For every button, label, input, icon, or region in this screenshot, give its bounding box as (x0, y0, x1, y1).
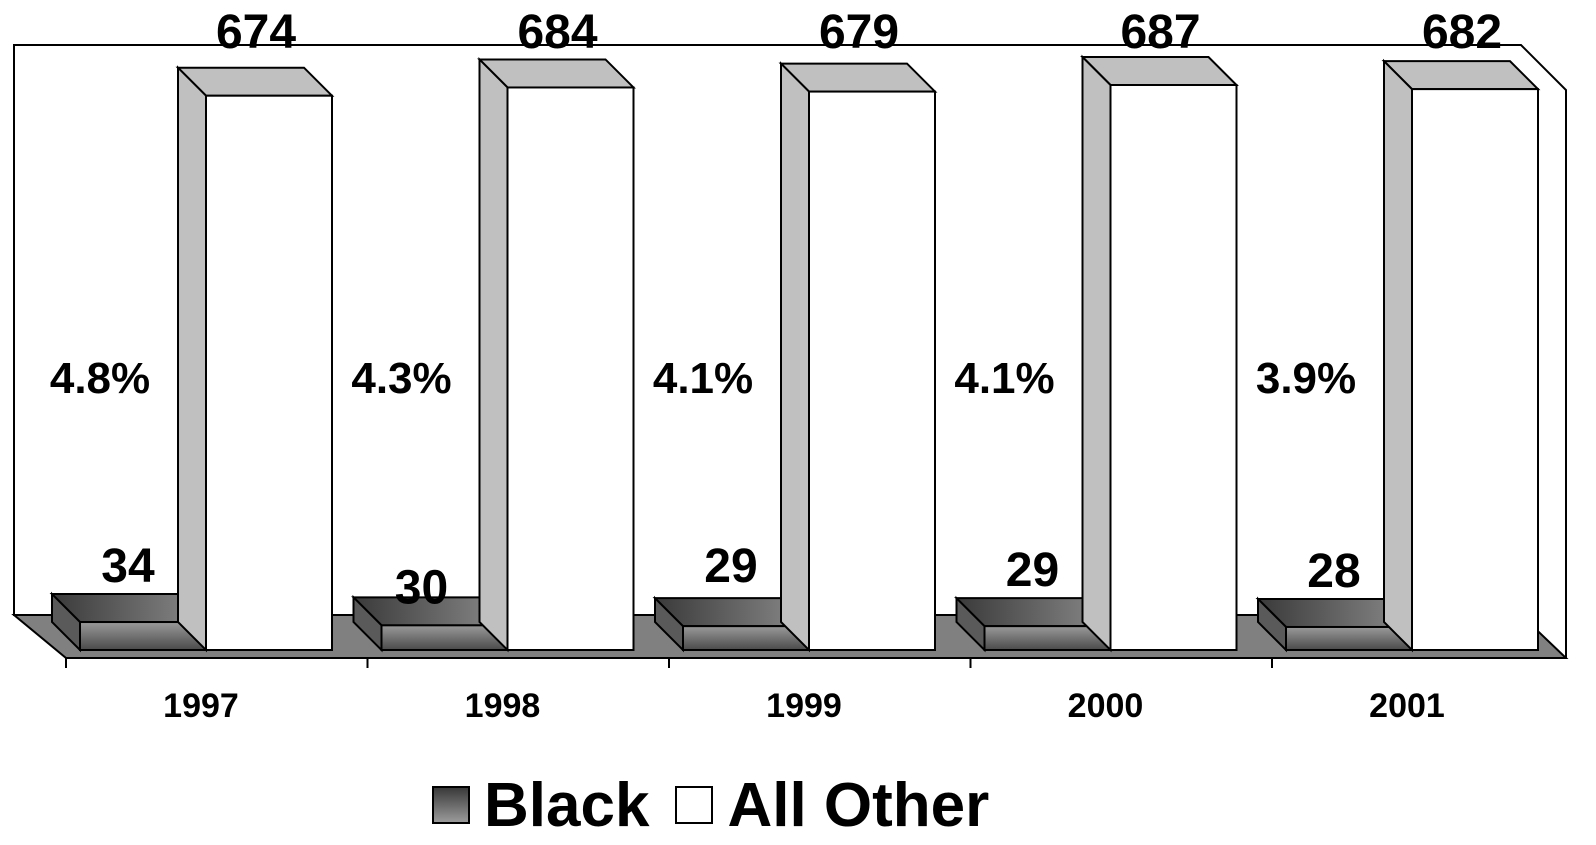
bar-all-other-1998-front (506, 86, 635, 652)
data-label-all-other-1999: 679 (819, 6, 899, 59)
data-label-all-other-2001: 682 (1422, 6, 1502, 59)
legend-swatch-all-other (675, 786, 714, 824)
data-label-black-1999: 29 (704, 540, 757, 593)
x-tick-label-2000: 2000 (1068, 687, 1144, 725)
x-tick-label-1999: 1999 (766, 687, 842, 725)
legend-item-black: Black (432, 770, 649, 841)
data-label-all-other-1997: 674 (216, 6, 296, 59)
annotation-pct-2001: 3.9% (1256, 354, 1356, 403)
bar-all-other-1997 (175, 65, 335, 653)
legend-label-all-other: All Other (727, 770, 990, 840)
annotation-pct-2000: 4.1% (954, 354, 1054, 403)
data-label-all-other-1998: 684 (517, 6, 597, 59)
bar-all-other-2001-side (1383, 58, 1413, 653)
x-tick-label-1997: 1997 (163, 687, 239, 725)
labels-layer: 34 674 4.8% 1997 30 684 4.3% 1998 29 679 4.1% 1999 2… (50, 6, 1502, 725)
data-label-black-1997: 34 (101, 540, 155, 593)
bar-black-2001 (1255, 596, 1415, 653)
data-label-black-2001: 28 (1307, 545, 1360, 598)
bar-all-other-2000 (1080, 54, 1239, 653)
chart-area: 34 674 4.8% 1997 30 684 4.3% 1998 29 679 4.1% 1999 2… (11, 6, 1569, 725)
bar-all-other-1998 (477, 57, 636, 653)
data-label-all-other-2000: 687 (1120, 6, 1200, 59)
legend-swatch-black (432, 786, 470, 824)
data-label-black-2000: 29 (1006, 544, 1059, 597)
bar-all-other-1998-side (478, 57, 509, 653)
x-tick-label-1998: 1998 (465, 687, 541, 725)
legend-label-black: Black (484, 770, 650, 840)
x-tick-label-2001: 2001 (1369, 687, 1445, 725)
bar-all-other-1999-side (780, 61, 810, 653)
legend-item-all-other: All Other (675, 770, 989, 841)
bar-all-other-1999-front (808, 90, 936, 651)
bar-all-other-2001 (1381, 58, 1541, 653)
bar-all-other-1999 (778, 61, 938, 653)
bar-black-1998-front (380, 624, 509, 652)
bar-all-other-1997-side (177, 65, 207, 653)
bars-layer (49, 54, 1541, 653)
bar-black-1998 (351, 594, 510, 653)
bar-all-other-2001-front (1411, 88, 1539, 652)
data-label-black-1998: 30 (395, 561, 448, 614)
bar-all-other-1997-front (205, 94, 333, 652)
annotation-pct-1997: 4.8% (50, 354, 150, 403)
bar-all-other-2000-front (1109, 84, 1238, 651)
annotation-pct-1998: 4.3% (351, 354, 451, 403)
bar-all-other-2000-side (1081, 54, 1112, 653)
annotation-pct-1999: 4.1% (653, 354, 753, 403)
legend: Black All Other (432, 770, 1015, 840)
